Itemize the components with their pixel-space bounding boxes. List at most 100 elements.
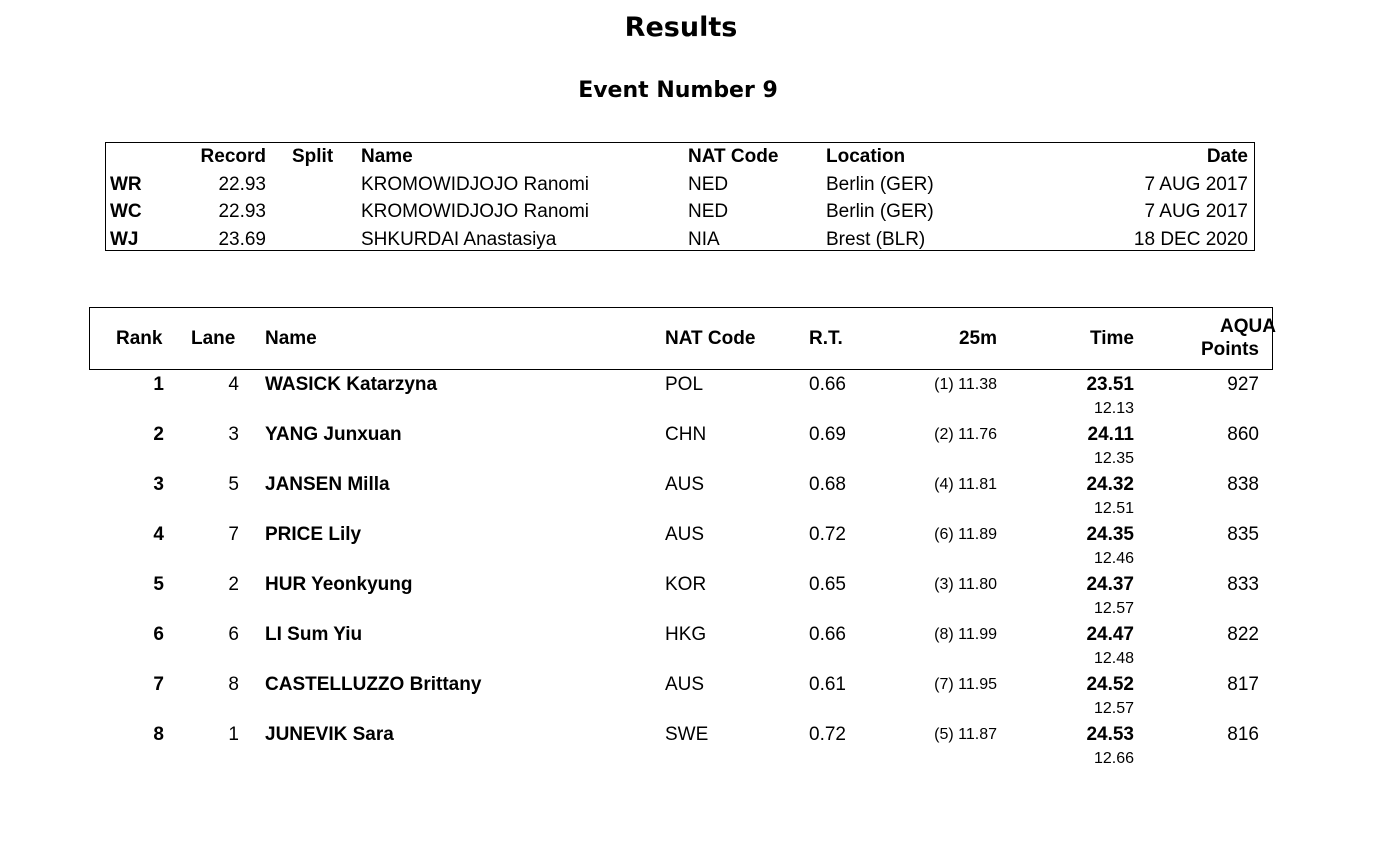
swimmer-name: JUNEVIK Sara xyxy=(265,724,394,745)
split-25m: (7) 11.95 xyxy=(934,676,997,693)
records-header-record: Record xyxy=(200,146,266,167)
table-row: 8 1 JUNEVIK Sara SWE 0.72 (5) 11.87 24.5… xyxy=(0,722,1382,772)
final-time: 24.53 xyxy=(1086,724,1134,745)
rank-cell: 5 xyxy=(153,574,164,595)
split-50m: 12.66 xyxy=(1093,750,1134,767)
split-50m: 12.46 xyxy=(1093,550,1134,567)
rank-cell: 8 xyxy=(153,724,164,745)
nat-cell: CHN xyxy=(665,424,707,445)
nat-cell: AUS xyxy=(665,674,705,695)
aqua-points: 816 xyxy=(1227,724,1259,745)
records-table: Record Split Name NAT Code Location Date… xyxy=(105,142,1255,251)
nat-cell: HKG xyxy=(665,624,707,645)
table-row: 4 7 PRICE Lily AUS 0.72 (6) 11.89 24.35 … xyxy=(0,522,1382,572)
rank-cell: 4 xyxy=(153,524,164,545)
split-25m: (2) 11.76 xyxy=(934,426,997,443)
swimmer-name: PRICE Lily xyxy=(265,524,362,545)
nat-cell: AUS xyxy=(665,524,705,545)
table-row: 6 6 LI Sum Yiu HKG 0.66 (8) 11.99 24.47 … xyxy=(0,622,1382,672)
lane-cell: 1 xyxy=(228,724,239,745)
lane-cell: 6 xyxy=(228,624,239,645)
split-50m: 12.13 xyxy=(1093,400,1134,417)
reaction-time: 0.72 xyxy=(809,524,846,545)
lane-cell: 4 xyxy=(228,374,239,395)
record-holder-name: KROMOWIDJOJO Ranomi xyxy=(361,201,590,222)
records-header-name: Name xyxy=(361,146,413,167)
nat-cell: POL xyxy=(665,374,704,395)
results-header-nat: NAT Code xyxy=(665,328,756,349)
swimmer-name: WASICK Katarzyna xyxy=(265,374,438,395)
record-nat: NED xyxy=(688,174,729,195)
record-time: 22.93 xyxy=(218,201,266,222)
event-title: Event Number 9 xyxy=(578,78,778,103)
split-25m: (8) 11.99 xyxy=(934,626,997,643)
record-holder-name: KROMOWIDJOJO Ranomi xyxy=(361,174,590,195)
reaction-time: 0.61 xyxy=(809,674,846,695)
record-nat: NIA xyxy=(688,229,720,250)
reaction-time: 0.66 xyxy=(809,624,846,645)
record-location: Berlin (GER) xyxy=(826,201,934,222)
records-header-nat: NAT Code xyxy=(688,146,779,167)
final-time: 24.11 xyxy=(1087,424,1135,445)
records-header-split: Split xyxy=(292,146,334,167)
table-row: 5 2 HUR Yeonkyung KOR 0.65 (3) 11.80 24.… xyxy=(0,572,1382,622)
lane-cell: 5 xyxy=(228,474,239,495)
rank-cell: 3 xyxy=(153,474,164,495)
final-time: 24.52 xyxy=(1086,674,1134,695)
aqua-points: 927 xyxy=(1227,374,1259,395)
record-code: WJ xyxy=(110,229,139,250)
results-header-rt: R.T. xyxy=(809,328,843,349)
nat-cell: AUS xyxy=(665,474,705,495)
record-code: WR xyxy=(110,174,142,195)
lane-cell: 8 xyxy=(228,674,239,695)
table-row: 1 4 WASICK Katarzyna POL 0.66 (1) 11.38 … xyxy=(0,372,1382,422)
record-location: Brest (BLR) xyxy=(826,229,926,250)
aqua-points: 822 xyxy=(1227,624,1259,645)
record-location: Berlin (GER) xyxy=(826,174,934,195)
split-50m: 12.35 xyxy=(1093,450,1134,467)
results-header-points: Points xyxy=(1200,339,1259,360)
rank-cell: 7 xyxy=(153,674,164,695)
results-header-time: Time xyxy=(1089,328,1134,349)
record-holder-name: SHKURDAI Anastasiya xyxy=(361,229,557,250)
record-date: 7 AUG 2017 xyxy=(1144,201,1248,222)
reaction-time: 0.65 xyxy=(809,574,846,595)
results-header-name: Name xyxy=(265,328,317,349)
results-header-lane: Lane xyxy=(191,328,236,349)
records-header-date: Date xyxy=(1206,146,1248,167)
aqua-points: 860 xyxy=(1227,424,1259,445)
aqua-points: 838 xyxy=(1227,474,1259,495)
final-time: 23.51 xyxy=(1086,374,1134,395)
nat-cell: SWE xyxy=(665,724,709,745)
table-row: 2 3 YANG Junxuan CHN 0.69 (2) 11.76 24.1… xyxy=(0,422,1382,472)
split-25m: (3) 11.80 xyxy=(934,576,997,593)
lane-cell: 2 xyxy=(228,574,239,595)
split-50m: 12.51 xyxy=(1093,500,1134,517)
lane-cell: 7 xyxy=(228,524,239,545)
record-time: 22.93 xyxy=(218,174,266,195)
split-50m: 12.57 xyxy=(1093,700,1134,717)
split-50m: 12.48 xyxy=(1093,650,1134,667)
record-date: 18 DEC 2020 xyxy=(1133,229,1248,250)
swimmer-name: CASTELLUZZO Brittany xyxy=(265,674,482,695)
swimmer-name: HUR Yeonkyung xyxy=(265,574,413,595)
records-header-location: Location xyxy=(826,146,906,167)
table-row: 3 5 JANSEN Milla AUS 0.68 (4) 11.81 24.3… xyxy=(0,472,1382,522)
rank-cell: 6 xyxy=(153,624,164,645)
final-time: 24.47 xyxy=(1086,624,1134,645)
record-time: 23.69 xyxy=(218,229,266,250)
reaction-time: 0.72 xyxy=(809,724,846,745)
split-50m: 12.57 xyxy=(1093,600,1134,617)
nat-cell: KOR xyxy=(665,574,707,595)
rank-cell: 2 xyxy=(153,424,164,445)
reaction-time: 0.66 xyxy=(809,374,846,395)
rank-cell: 1 xyxy=(153,374,164,395)
results-header-25m: 25m xyxy=(958,328,997,349)
swimmer-name: YANG Junxuan xyxy=(265,424,402,445)
final-time: 24.35 xyxy=(1086,524,1134,545)
split-25m: (6) 11.89 xyxy=(934,526,997,543)
page-title: Results xyxy=(624,12,738,43)
swimmer-name: LI Sum Yiu xyxy=(265,624,363,645)
results-header: Rank Lane Name NAT Code R.T. 25m Time AQ… xyxy=(89,307,1276,370)
record-code: WC xyxy=(110,201,142,222)
